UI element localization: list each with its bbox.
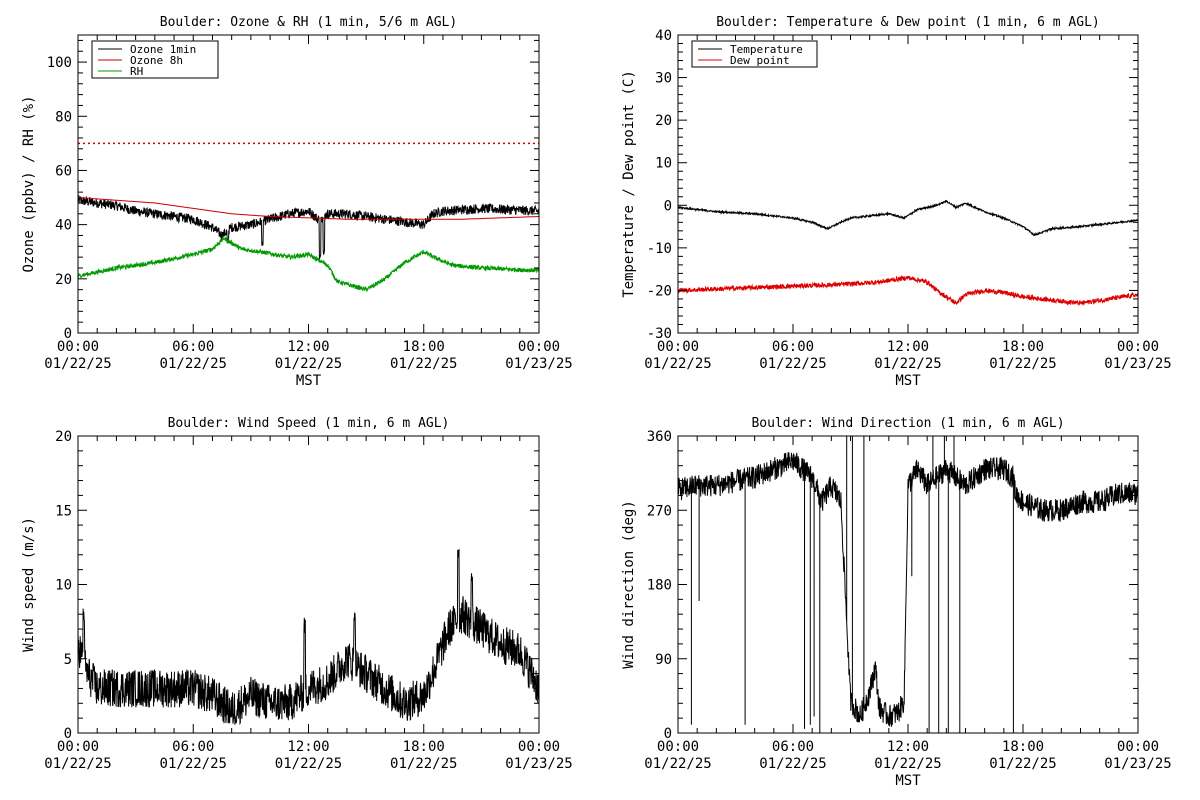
x-tick-label: 06:00 [772,739,814,755]
chart-panel-2: Boulder: Temperature & Dew point (1 min,… [621,15,1172,389]
y-tick-label: 60 [55,163,72,179]
x-tick-date-label: 01/22/25 [874,356,941,372]
x-tick-date-label: 01/22/25 [160,356,227,372]
x-tick-label: 18:00 [1002,339,1044,355]
y-tick-label: 270 [647,503,672,519]
x-tick-date-label: 01/22/25 [874,756,941,772]
x-tick-label: 00:00 [57,339,99,355]
x-tick-date-label: 01/22/25 [275,356,342,372]
series-line-ozone-8h [78,197,539,220]
x-tick-label: 00:00 [518,739,560,755]
x-tick-date-label: 01/22/25 [390,356,457,372]
x-tick-date-label: 01/23/25 [1104,756,1171,772]
chart-title: Boulder: Temperature & Dew point (1 min,… [716,15,1100,30]
y-tick-label: -10 [647,241,672,257]
chart-panel-1: Boulder: Ozone & RH (1 min, 5/6 m AGL) 0 2… [21,15,573,389]
y-tick-label: 0 [664,198,672,214]
x-tick-label: 12:00 [887,339,929,355]
y-axis-label: Wind speed (m/s) [21,517,37,652]
chart-title: Boulder: Wind Direction (1 min, 6 m AGL) [751,416,1064,431]
legend-label: Temperature [730,43,803,56]
y-tick-label: 100 [47,55,72,71]
x-tick-label: 06:00 [772,339,814,355]
y-axis-label: Ozone (ppbv) / RH (%) [21,95,37,272]
y-tick-label: 10 [55,578,72,594]
y-tick-label: -20 [647,283,672,299]
x-tick-date-label: 01/22/25 [989,756,1056,772]
y-tick-label: 0 [664,726,672,742]
x-tick-date-label: 01/22/25 [644,756,711,772]
y-tick-label: -30 [647,326,672,342]
series-line-temperature [678,199,1138,237]
x-tick-date-label: 01/22/25 [989,356,1056,372]
chart-panel-4: Boulder: Wind Direction (1 min, 6 m AGL)… [621,416,1172,789]
x-tick-label: 18:00 [403,339,445,355]
x-tick-label: 00:00 [518,339,560,355]
x-tick-label: 12:00 [887,739,929,755]
y-tick-label: 5 [64,652,72,668]
y-tick-label: 0 [64,326,72,342]
series-line-ozone-1min [78,195,539,259]
chart-panels: Boulder: Ozone & RH (1 min, 5/6 m AGL) 0 2… [21,15,1172,789]
y-tick-label: 180 [647,578,672,594]
x-tick-label: 18:00 [1002,739,1044,755]
y-tick-label: 40 [55,218,72,234]
plot-area [678,199,1138,307]
x-tick-date-label: 01/22/25 [275,756,342,772]
x-tick-date-label: 01/22/25 [160,756,227,772]
plot-area [678,436,1138,733]
x-tick-date-label: 01/22/25 [759,356,826,372]
y-tick-label: 30 [655,71,672,87]
plot-frame [77,34,540,334]
chart-title: Boulder: Wind Speed (1 min, 6 m AGL) [168,416,450,431]
chart-title: Boulder: Ozone & RH (1 min, 5/6 m AGL) [160,15,457,30]
x-tick-label: 06:00 [172,739,214,755]
x-tick-label: 18:00 [403,739,445,755]
y-tick-label: 15 [55,503,72,519]
y-axis-label: Wind direction (deg) [621,500,637,669]
x-tick-date-label: 01/22/25 [759,756,826,772]
x-tick-label: 06:00 [172,339,214,355]
x-tick-date-label: 01/22/25 [644,356,711,372]
x-tick-label: 00:00 [1117,339,1159,355]
x-tick-date-label: 01/22/25 [44,756,111,772]
legend-label: Dew point [730,54,790,67]
plot-area [78,548,539,726]
chart-panel-3: Boulder: Wind Speed (1 min, 6 m AGL) 0 5 10… [21,416,573,772]
x-tick-date-label: 01/22/25 [390,756,457,772]
y-tick-label: 360 [647,429,672,445]
x-tick-date-label: 01/23/25 [505,756,572,772]
series-line-dew-point [678,274,1138,307]
legend-label: Ozone 8h [130,54,183,67]
x-tick-label: 00:00 [657,339,699,355]
x-tick-date-label: 01/23/25 [1104,356,1171,372]
x-tick-date-label: 01/22/25 [44,356,111,372]
y-axis-label: Temperature / Dew point (C) [621,70,637,298]
x-tick-label: 00:00 [57,739,99,755]
y-tick-label: 80 [55,109,72,125]
y-tick-label: 90 [655,652,672,668]
y-tick-label: 10 [655,156,672,172]
y-tick-label: 20 [55,272,72,288]
legend-box [691,40,818,68]
legend-label: Ozone 1min [130,43,196,56]
x-tick-label: 00:00 [1117,739,1159,755]
series-line-series-1 [78,548,539,726]
plot-area [78,142,539,292]
x-axis-label: MST [895,373,921,389]
y-tick-label: 40 [655,28,672,44]
y-tick-label: 0 [64,726,72,742]
x-axis-label: MST [296,373,322,389]
series-line-series-1 [678,436,1138,733]
series-line-rh [78,236,539,292]
x-tick-label: 12:00 [287,339,329,355]
y-tick-label: 20 [655,113,672,129]
x-tick-label: 00:00 [657,739,699,755]
x-tick-label: 12:00 [287,739,329,755]
x-tick-date-label: 01/23/25 [505,356,572,372]
y-tick-label: 20 [55,429,72,445]
legend-label: RH [130,65,143,78]
x-axis-label: MST [895,773,921,789]
